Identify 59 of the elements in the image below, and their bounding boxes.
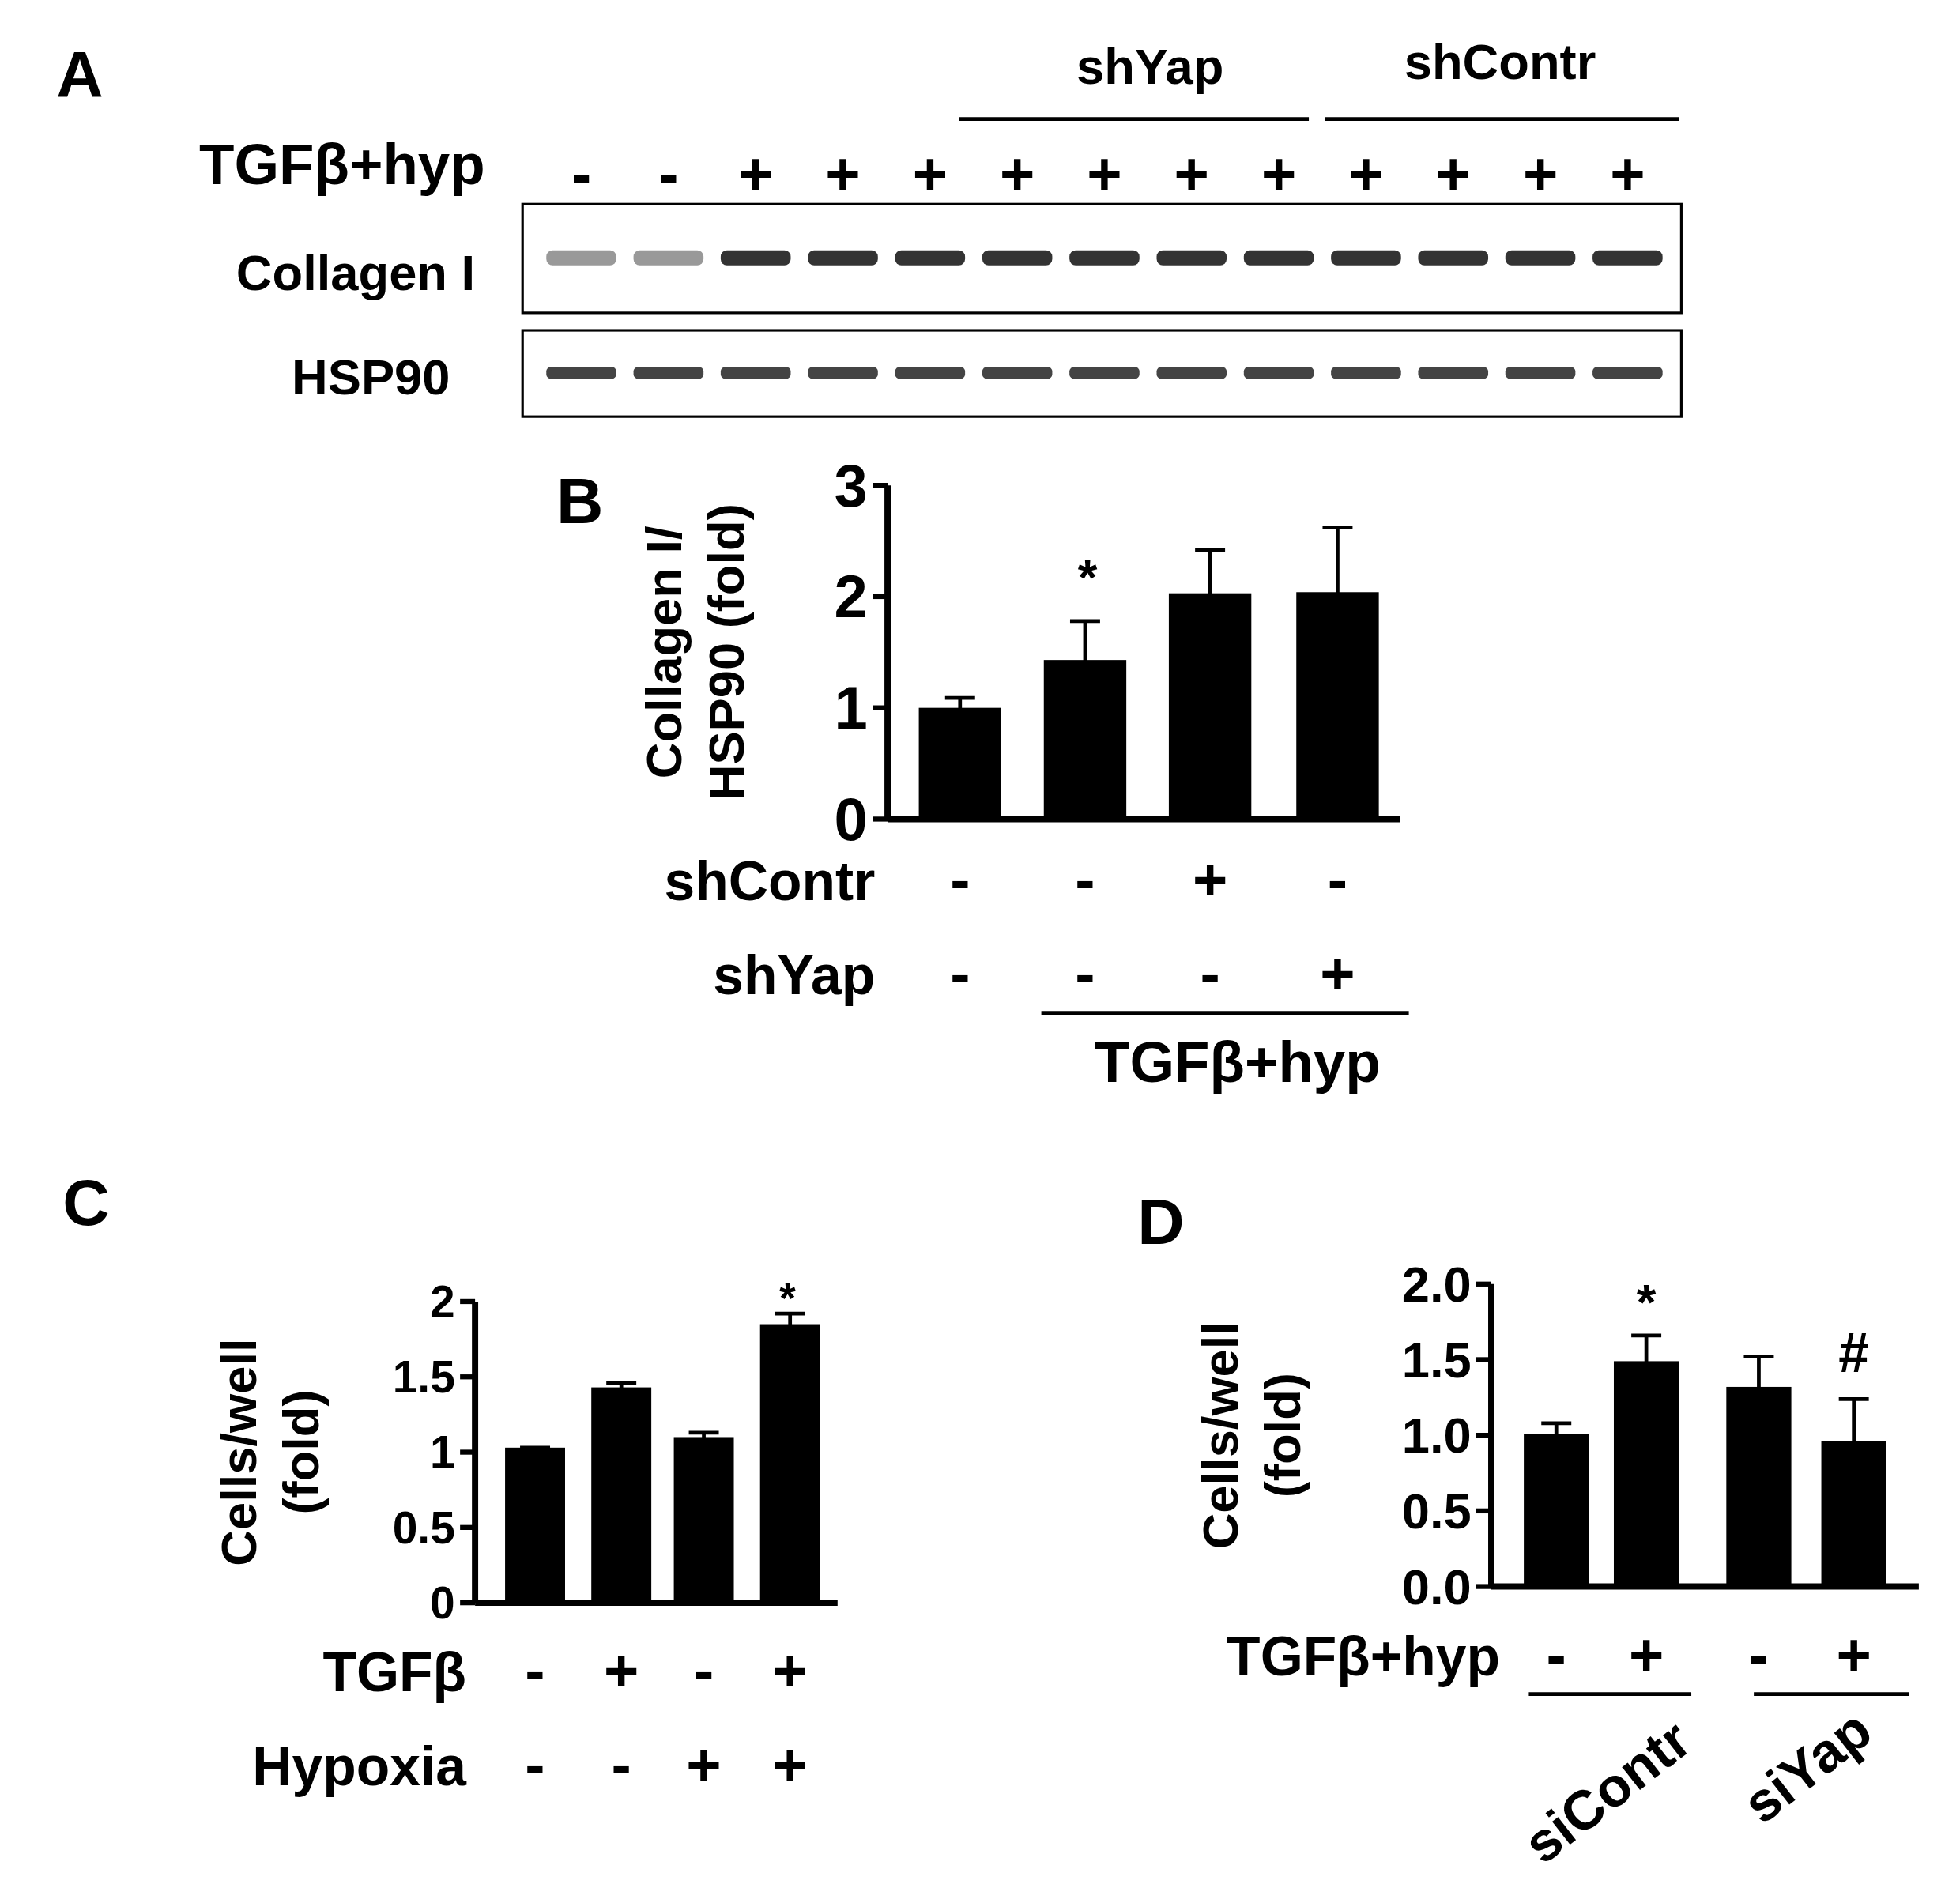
x-tick-label: - - [1075,846,1095,1007]
x-tick-label: + - [604,1637,639,1799]
annotation: # [1838,1321,1869,1384]
text: shContr [1404,34,1596,90]
x-tick-label: - + [1320,846,1355,1007]
x-tick-label: + [1628,1620,1664,1688]
x-tick-label: - [1748,1620,1770,1688]
category-label: - [658,139,679,207]
category-label: + [1087,139,1122,207]
text: TGFβ+hyp [1095,1029,1381,1094]
category-label: + [825,139,861,207]
chart-title: B [556,464,604,537]
y-tick-label: 1.5 [1401,1332,1472,1388]
text: Hypoxia [252,1735,468,1798]
chart-title: D [1137,1185,1185,1258]
category-label: + [1261,139,1297,207]
y-tick-label: 3 [834,451,868,519]
x-tick-label: - [1546,1620,1566,1688]
y-tick-label: 1 [834,674,868,742]
y-tick-label: 1.0 [1401,1407,1472,1464]
category-label: + [999,139,1035,207]
y-tick-label: 2 [834,563,868,631]
y-tick-label: 0.5 [1401,1483,1472,1539]
annotation: * [1636,1274,1657,1330]
chart-title: C [62,1166,110,1239]
text: shYap [1076,39,1224,95]
category-label: + [1610,139,1645,207]
category-label: + [1435,139,1471,207]
text: A [56,38,104,111]
x-tick-label: - - [950,846,971,1007]
x-tick-label: + - [1192,846,1228,1007]
category-label: + [1348,139,1384,207]
text: TGFβ+hyp [199,131,485,196]
y-tick-label: 2 [430,1276,455,1327]
y-tick-label: 2.0 [1401,1256,1472,1312]
text: Collagen I [236,245,476,301]
x-tick-label: - + [686,1637,722,1799]
y-axis-title: Cells/well (fold) [211,1338,330,1566]
text: HSP90 [292,349,450,405]
category-label: + [912,139,948,207]
annotation: * [779,1274,797,1322]
y-tick-label: 1 [430,1426,455,1478]
x-tick-label: + + [772,1637,808,1799]
x-tick-label: + [1836,1620,1871,1688]
y-tick-label: 1.5 [392,1351,455,1403]
y-tick-label: 0.5 [392,1502,455,1553]
annotation: * [1077,548,1098,605]
y-axis-title: Cells/well (fold) [1192,1321,1310,1550]
y-tick-label: 0.0 [1401,1558,1472,1615]
text: TGFβ [322,1641,467,1704]
category-label: + [1522,139,1559,207]
text: TGFβ+hyp [1227,1625,1501,1687]
category-label: + [738,139,774,207]
category-label: - [571,139,592,207]
x-tick-label: - - [525,1637,545,1799]
y-axis-title: Collagen I/ HSP90 (fold) [636,503,755,801]
y-tick-label: 0 [430,1577,455,1629]
text: shYap [713,944,876,1006]
category-label: + [1174,139,1209,207]
